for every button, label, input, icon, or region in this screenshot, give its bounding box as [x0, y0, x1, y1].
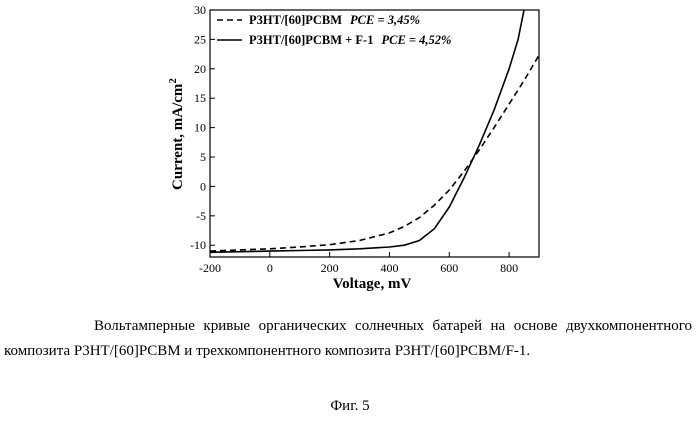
legend-label-series-1: P3HT/[60]PCBM PCE = 3,45% — [249, 13, 420, 27]
series-line-1 — [209, 54, 540, 252]
y-tick-label: -10 — [190, 238, 206, 252]
x-tick-label: 800 — [500, 261, 518, 275]
y-tick-label: 15 — [194, 91, 206, 105]
legend: P3HT/[60]PCBM PCE = 3,45% P3HT/[60]PCBM +… — [217, 13, 451, 47]
y-tick-label: 5 — [200, 150, 206, 164]
x-tick-label: 200 — [321, 261, 339, 275]
y-tick-label: 0 — [200, 179, 206, 193]
legend-series-1-name: P3HT/[60]PCBM — [249, 13, 342, 27]
caption-text: Вольтамперные кривые органических солнеч… — [4, 318, 692, 359]
x-axis-title: Voltage, mV — [333, 276, 412, 292]
figure-label: Фиг. 5 — [330, 398, 370, 414]
x-tick-label: -200 — [199, 261, 221, 275]
legend-label-series-2: P3HT/[60]PCBM + F-1 PCE = 4,52% — [249, 33, 451, 47]
legend-series-2-name: P3HT/[60]PCBM + F-1 — [249, 33, 373, 47]
plot-frame — [209, 9, 540, 258]
series-layer — [209, 9, 540, 254]
y-axis-ticks: -10 -5 0 5 10 15 20 25 30 — [190, 3, 215, 252]
legend-series-1-pce: PCE = 3,45% — [350, 13, 420, 27]
series-line-2 — [209, 9, 525, 254]
figure-caption: Вольтамперные кривые органических солнеч… — [4, 314, 692, 364]
legend-series-2-pce: PCE = 4,52% — [381, 33, 451, 47]
y-tick-label: 10 — [194, 121, 206, 135]
y-tick-label: 20 — [194, 62, 206, 76]
x-tick-label: 600 — [440, 261, 458, 275]
jv-curve-chart: -200 0 200 400 600 800 -10 -5 0 5 10 15 20 25 30 Volt… — [167, 3, 540, 292]
y-axis-title-text: Current, mA/cm — [170, 83, 186, 190]
y-tick-label: 25 — [194, 32, 206, 46]
y-axis-title: Current, mA/cm2 — [167, 78, 186, 190]
y-tick-label: 30 — [194, 3, 206, 17]
y-tick-label: -5 — [196, 209, 206, 223]
x-tick-label: 400 — [380, 261, 398, 275]
x-axis-ticks: -200 0 200 400 600 800 — [199, 252, 518, 275]
y-axis-title-superscript: 2 — [167, 78, 179, 84]
x-tick-label: 0 — [267, 261, 273, 275]
